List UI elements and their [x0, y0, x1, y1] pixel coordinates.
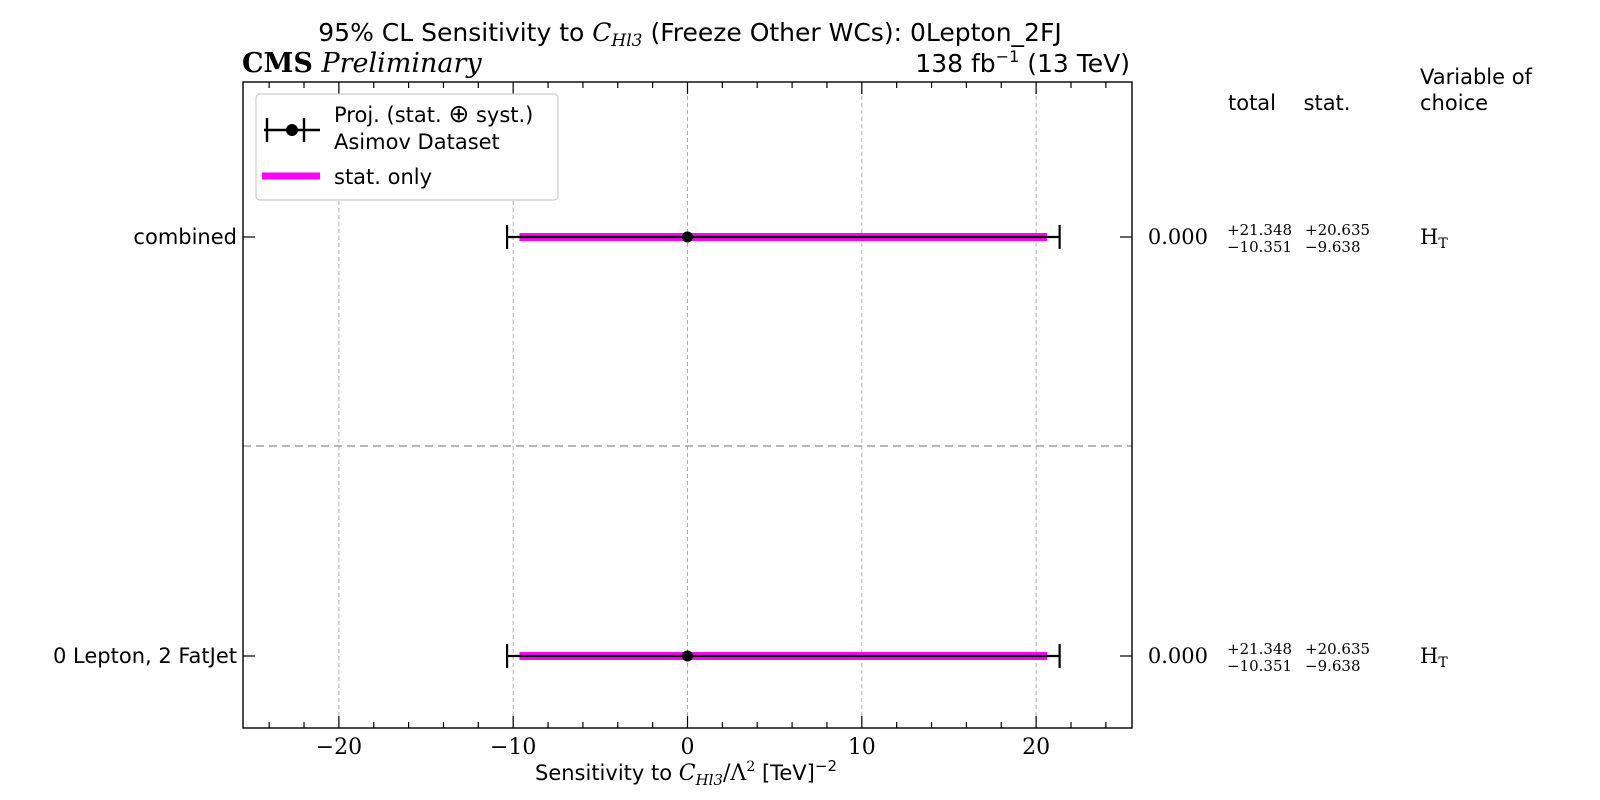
- row-variable: HT: [1420, 225, 1448, 252]
- row-central-value: 0.000: [1148, 225, 1208, 249]
- row-stat-up: +20.635: [1305, 640, 1370, 658]
- row-label: 0 Lepton, 2 FatJet: [53, 644, 237, 668]
- lumi-label: 138 fb−1 (13 TeV): [915, 47, 1130, 78]
- header-stat: stat.: [1304, 91, 1351, 115]
- central-point: [682, 231, 693, 243]
- header-variable-line2: choice: [1420, 91, 1488, 115]
- x-axis-label: Sensitivity to CHl3/Λ2 [TeV]−2: [535, 757, 837, 789]
- header-total: total: [1228, 91, 1276, 115]
- x-tick-label: 20: [1022, 735, 1050, 760]
- legend-proj-label: Proj. (stat. ⊕ syst.): [334, 99, 533, 128]
- legend-proj-marker: [264, 118, 320, 142]
- x-tick-label: −10: [490, 735, 536, 760]
- legend-stat-label: stat. only: [334, 165, 432, 189]
- header-variable-line1: Variable of: [1420, 65, 1533, 89]
- row-total-down: −10.351: [1227, 238, 1292, 256]
- bars-layer: [505, 225, 1061, 668]
- row-central-value: 0.000: [1148, 644, 1208, 668]
- cms-label: CMS Preliminary: [242, 48, 482, 79]
- x-tick-label: 10: [848, 735, 876, 760]
- x-tick-label: −20: [316, 735, 362, 760]
- row-stat-down: −9.638: [1305, 657, 1361, 675]
- row-stat-down: −9.638: [1305, 238, 1361, 256]
- title-var: C: [592, 18, 611, 47]
- row-variable: HT: [1420, 644, 1448, 671]
- legend-asimov-label: Asimov Dataset: [334, 130, 500, 154]
- row-total-up: +21.348: [1227, 640, 1292, 658]
- legend: Proj. (stat. ⊕ syst.) Asimov Dataset sta…: [255, 93, 559, 201]
- row-label: combined: [133, 225, 237, 249]
- row-stat-up: +20.635: [1305, 221, 1370, 239]
- ticks-layer: −20 −10 0 10 20: [243, 82, 1132, 760]
- row-total-down: −10.351: [1227, 657, 1292, 675]
- central-point: [682, 650, 693, 662]
- x-tick-label: 0: [681, 735, 695, 760]
- chart-title: 95% CL Sensitivity to CHl3 (Freeze Other…: [318, 18, 1061, 51]
- row-total-up: +21.348: [1227, 221, 1292, 239]
- legend-box: [255, 93, 559, 201]
- rows-text-layer: combined 0.000 +21.348−10.351+20.635−9.638…: [53, 221, 1448, 675]
